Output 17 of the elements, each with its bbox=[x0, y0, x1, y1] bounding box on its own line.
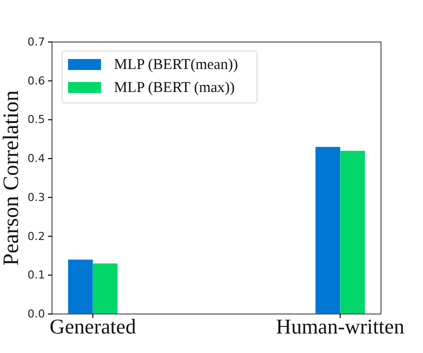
bar bbox=[315, 146, 340, 314]
y-tick-label: 0.6 bbox=[28, 74, 45, 88]
y-axis-title: Pearson Correlation bbox=[0, 90, 23, 266]
x-tick-label: Generated bbox=[50, 314, 136, 339]
x-tick-label: Human-written bbox=[276, 314, 405, 339]
y-tick-label: 0.3 bbox=[28, 190, 45, 204]
bar bbox=[92, 263, 118, 314]
bar bbox=[340, 150, 365, 314]
legend-label: MLP (BERT (max)) bbox=[114, 80, 235, 96]
y-tick-label: 0.7 bbox=[28, 36, 45, 49]
bar bbox=[68, 260, 93, 314]
y-tick-label: 0.2 bbox=[28, 230, 45, 243]
y-tick-label: 0.1 bbox=[28, 268, 45, 282]
y-tick-label: 0.5 bbox=[28, 113, 45, 126]
y-tick-label: 0.0 bbox=[28, 308, 45, 321]
y-tick-label: 0.4 bbox=[28, 152, 45, 166]
legend-label: MLP (BERT(mean)) bbox=[114, 57, 238, 73]
